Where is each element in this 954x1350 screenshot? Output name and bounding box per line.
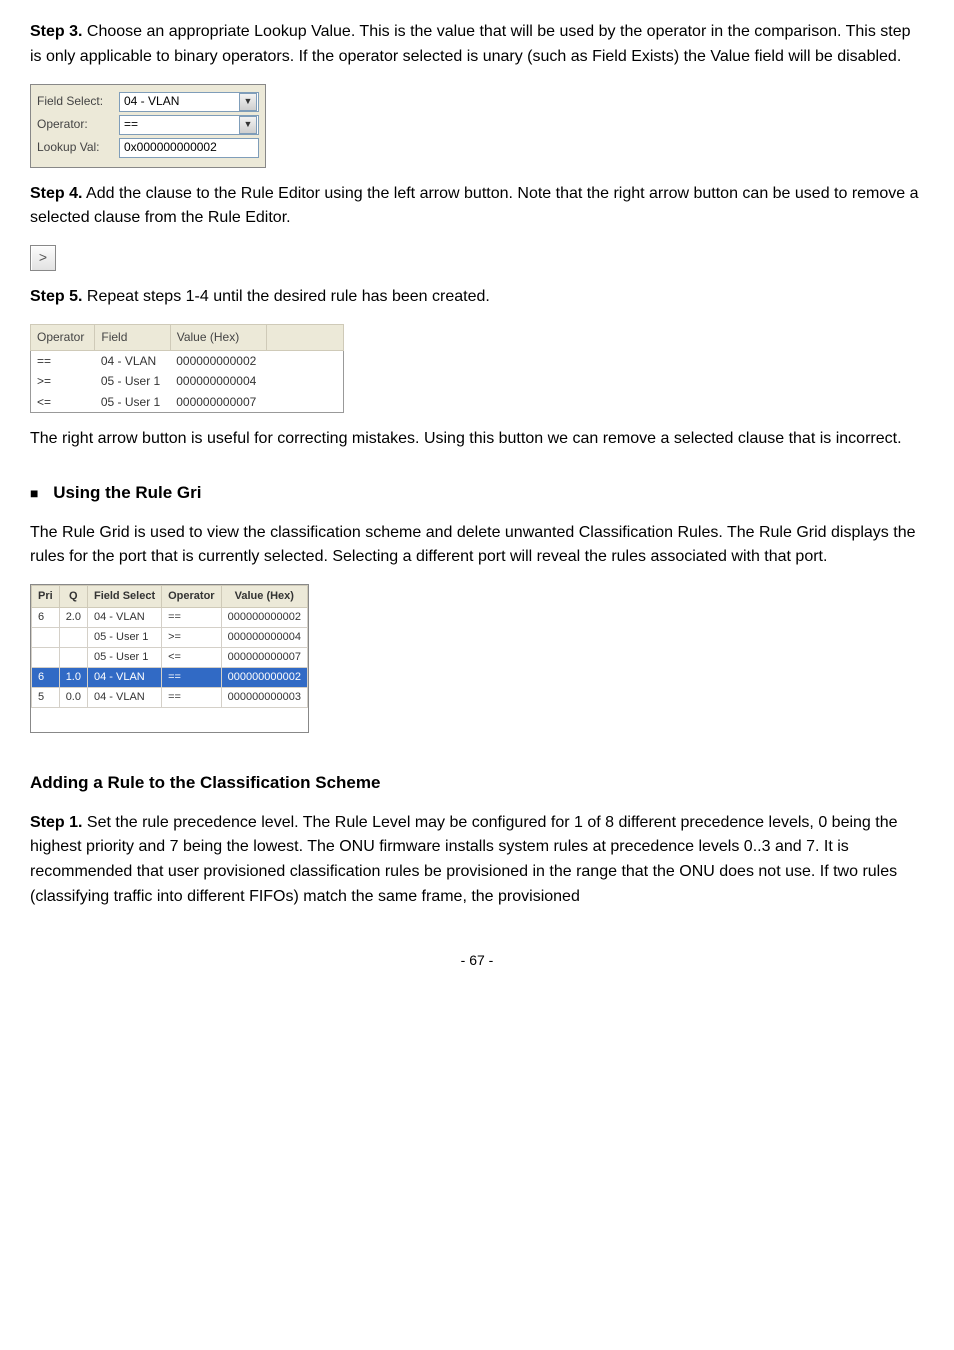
- step3-label: Step 3.: [30, 23, 82, 40]
- cell-value: 000000000002: [170, 350, 266, 371]
- cell-q: [59, 648, 87, 668]
- lookup-row: Lookup Val: 0x000000000002: [37, 138, 259, 158]
- cell-pri: 6: [32, 608, 60, 628]
- cell-fs: 04 - VLAN: [87, 608, 161, 628]
- cell-val: 000000000007: [221, 648, 307, 668]
- field-select-label: Field Select:: [37, 92, 119, 111]
- cell-value: 000000000007: [170, 392, 266, 413]
- page-number: - 67 -: [30, 950, 924, 972]
- col-op: Operator: [162, 586, 221, 608]
- cell-q: [59, 628, 87, 648]
- operator-label: Operator:: [37, 115, 119, 134]
- grid-row[interactable]: 50.004 - VLAN==000000000003: [32, 688, 308, 708]
- cell-operator: <=: [31, 392, 95, 413]
- cell-blank: [266, 350, 343, 371]
- right-arrow-button[interactable]: >: [30, 245, 56, 271]
- cell-val: 000000000003: [221, 688, 307, 708]
- operator-row: Operator: == ▼: [37, 115, 259, 135]
- grid-row[interactable]: 62.004 - VLAN==000000000002: [32, 608, 308, 628]
- cell-pri: 5: [32, 688, 60, 708]
- using-heading: Using the Rule Gri: [30, 480, 924, 506]
- col-field: Field: [95, 324, 170, 350]
- field-select-row: Field Select: 04 - VLAN ▼: [37, 92, 259, 112]
- rule-grid-table: Pri Q Field Select Operator Value (Hex) …: [31, 585, 308, 708]
- rule-editor-table: Operator Field Value (Hex) ==04 - VLAN00…: [30, 324, 344, 413]
- step3-paragraph: Step 3. Choose an appropriate Lookup Val…: [30, 20, 924, 70]
- cell-value: 000000000004: [170, 371, 266, 392]
- table-header-row: Operator Field Value (Hex): [31, 324, 344, 350]
- cell-operator: >=: [31, 371, 95, 392]
- cell-fs: 05 - User 1: [87, 648, 161, 668]
- rule-grid-container: Pri Q Field Select Operator Value (Hex) …: [30, 584, 309, 733]
- col-fs: Field Select: [87, 586, 161, 608]
- table-row[interactable]: ==04 - VLAN000000000002: [31, 350, 344, 371]
- cell-blank: [266, 371, 343, 392]
- col-blank: [266, 324, 343, 350]
- cell-val: 000000000002: [221, 608, 307, 628]
- adding-heading: Adding a Rule to the Classification Sche…: [30, 770, 924, 796]
- cell-op: ==: [162, 608, 221, 628]
- col-pri: Pri: [32, 586, 60, 608]
- chevron-down-icon: ▼: [239, 93, 257, 111]
- lookup-value: 0x000000000002: [124, 138, 217, 157]
- cell-q: 1.0: [59, 668, 87, 688]
- using-paragraph: The Rule Grid is used to view the classi…: [30, 521, 924, 571]
- col-value: Value (Hex): [170, 324, 266, 350]
- cell-pri: [32, 648, 60, 668]
- cell-op: ==: [162, 668, 221, 688]
- col-operator: Operator: [31, 324, 95, 350]
- lookup-value-input[interactable]: 0x000000000002: [119, 138, 259, 158]
- field-select-value: 04 - VLAN: [124, 92, 179, 111]
- cell-val: 000000000004: [221, 628, 307, 648]
- field-select-dropdown[interactable]: 04 - VLAN ▼: [119, 92, 259, 112]
- adding-step1-label: Step 1.: [30, 814, 82, 831]
- step5-text: Repeat steps 1-4 until the desired rule …: [82, 288, 489, 305]
- cell-pri: 6: [32, 668, 60, 688]
- cell-field: 05 - User 1: [95, 371, 170, 392]
- adding-step1-text: Set the rule precedence level. The Rule …: [30, 814, 898, 905]
- cell-op: ==: [162, 688, 221, 708]
- operator-dropdown[interactable]: == ▼: [119, 115, 259, 135]
- grid-row[interactable]: 05 - User 1<=000000000007: [32, 648, 308, 668]
- chevron-down-icon: ▼: [239, 116, 257, 134]
- cell-pri: [32, 628, 60, 648]
- lookup-form: Field Select: 04 - VLAN ▼ Operator: == ▼…: [30, 84, 266, 168]
- cell-fs: 04 - VLAN: [87, 668, 161, 688]
- cell-op: >=: [162, 628, 221, 648]
- grid-row[interactable]: 05 - User 1>=000000000004: [32, 628, 308, 648]
- step4-label: Step 4.: [30, 185, 82, 202]
- operator-value: ==: [124, 115, 138, 134]
- cell-op: <=: [162, 648, 221, 668]
- cell-q: 0.0: [59, 688, 87, 708]
- col-q: Q: [59, 586, 87, 608]
- rule-grid-header-row: Pri Q Field Select Operator Value (Hex): [32, 586, 308, 608]
- cell-field: 04 - VLAN: [95, 350, 170, 371]
- step4-text: Add the clause to the Rule Editor using …: [30, 185, 919, 227]
- arrow-right-icon: >: [39, 247, 47, 269]
- col-val: Value (Hex): [221, 586, 307, 608]
- cell-q: 2.0: [59, 608, 87, 628]
- cell-field: 05 - User 1: [95, 392, 170, 413]
- table-row[interactable]: <=05 - User 1000000000007: [31, 392, 344, 413]
- step5-paragraph: Step 5. Repeat steps 1-4 until the desir…: [30, 285, 924, 310]
- step4-paragraph: Step 4. Add the clause to the Rule Edito…: [30, 182, 924, 232]
- cell-operator: ==: [31, 350, 95, 371]
- table-row[interactable]: >=05 - User 1000000000004: [31, 371, 344, 392]
- lookup-label: Lookup Val:: [37, 138, 119, 157]
- using-heading-text: Using the Rule Gri: [53, 483, 201, 502]
- step3-text: Choose an appropriate Lookup Value. This…: [30, 23, 911, 65]
- cell-blank: [266, 392, 343, 413]
- cell-fs: 04 - VLAN: [87, 688, 161, 708]
- cell-fs: 05 - User 1: [87, 628, 161, 648]
- grid-row[interactable]: 61.004 - VLAN==000000000002: [32, 668, 308, 688]
- after-table-text: The right arrow button is useful for cor…: [30, 427, 924, 452]
- cell-val: 000000000002: [221, 668, 307, 688]
- adding-step1-paragraph: Step 1. Set the rule precedence level. T…: [30, 811, 924, 910]
- step5-label: Step 5.: [30, 288, 82, 305]
